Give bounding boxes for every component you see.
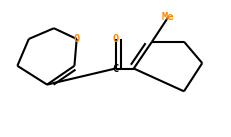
Text: O: O [112,34,119,44]
Text: C: C [112,64,119,73]
Text: Me: Me [162,12,174,22]
Text: O: O [74,34,80,44]
